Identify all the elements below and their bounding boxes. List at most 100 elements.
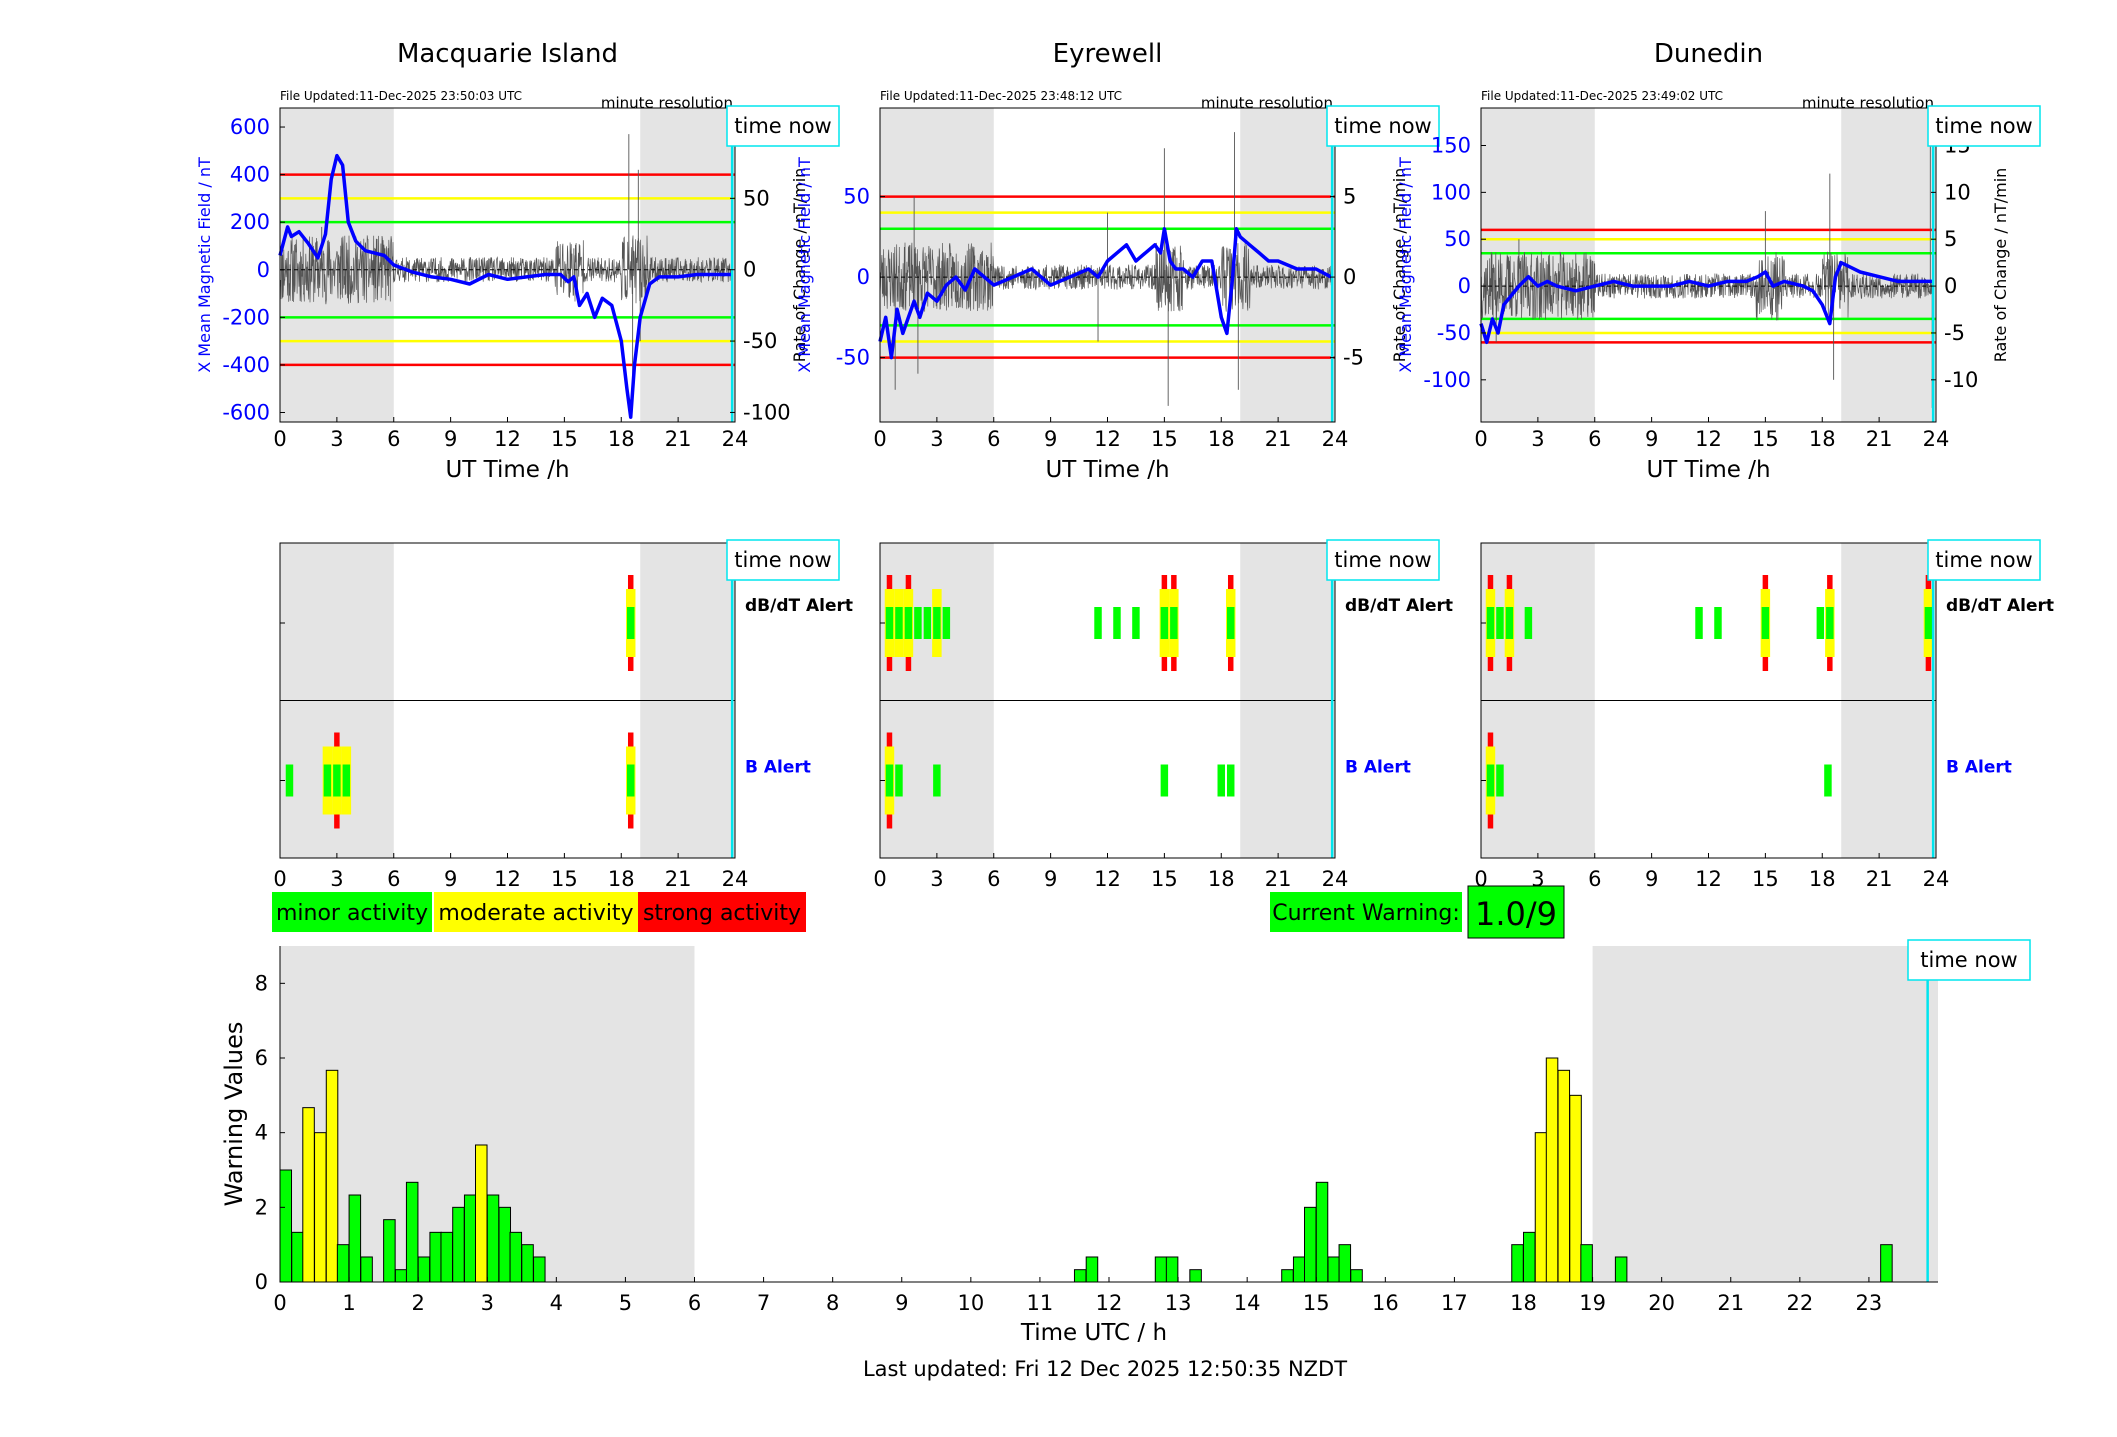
- time-now-label: time now: [1920, 948, 2017, 972]
- alert-minor-block: [626, 764, 635, 797]
- alert-minor-block: [1761, 607, 1770, 639]
- station-panel-1: Macquarie Island File Updated:11-Dec-2025…: [195, 39, 853, 891]
- warning-bar: [1614, 1256, 1628, 1283]
- time-now-box: [1927, 105, 2041, 147]
- b-alert-mark: [884, 732, 895, 829]
- left-axis-label: X Mean Magnetic Field / nT: [1396, 157, 1415, 373]
- warning-xtick-label: 3: [481, 1291, 494, 1315]
- warning-bar: [325, 1069, 339, 1283]
- alert-minor-block: [1226, 607, 1235, 639]
- warning-ytick-label: 6: [255, 1046, 268, 1070]
- dbdt-alert-mark: [1094, 607, 1102, 639]
- xtick-label: 18: [1809, 867, 1836, 891]
- warning-bar: [394, 1269, 408, 1283]
- station-title: Macquarie Island: [397, 39, 618, 69]
- warning-bar: [533, 1256, 546, 1283]
- xtick-label: 18: [608, 427, 635, 451]
- dbdt-alert-mark: [625, 575, 636, 671]
- b-alert-label: B Alert: [745, 758, 811, 778]
- alert-minor-block: [1714, 607, 1722, 639]
- xtick-label: 9: [444, 427, 457, 451]
- alert-plot: 0 3 6 9 12 15 18 21 24 dB/dT Alert B Alert time now: [873, 539, 1453, 891]
- alert-minor-block: [1924, 607, 1933, 639]
- xtick-label: 9: [444, 867, 457, 891]
- alert-minor-block: [1132, 607, 1140, 639]
- warning-bar: [521, 1244, 534, 1283]
- warning-bar: [1154, 1256, 1168, 1283]
- b-alert-mark: [1485, 732, 1496, 829]
- warning-bar: [1073, 1269, 1087, 1283]
- xtick-label: 18: [608, 867, 635, 891]
- b-alert-mark: [1160, 764, 1169, 797]
- warning-bar: [475, 1144, 488, 1283]
- xtick-label: 21: [665, 427, 692, 451]
- warning-xtick-label: 21: [1717, 1291, 1744, 1315]
- alert-minor-block: [1505, 607, 1514, 639]
- warning-bar: [1534, 1132, 1548, 1283]
- warning-xtick-label: 11: [1027, 1291, 1054, 1315]
- warning-xtick-label: 15: [1303, 1291, 1330, 1315]
- left-ytick-label: 400: [230, 163, 270, 187]
- xtick-label: 6: [987, 427, 1000, 451]
- warning-bar: [498, 1206, 512, 1283]
- warning-ytick-label: 8: [255, 971, 268, 995]
- warning-bar: [383, 1219, 396, 1283]
- left-ytick-label: 50: [1444, 227, 1471, 251]
- warning-bar: [302, 1107, 315, 1283]
- xtick-label: 21: [1265, 867, 1292, 891]
- dbdt-alert-mark: [1113, 607, 1121, 639]
- warning-bar: [279, 1169, 293, 1283]
- warning-xtick-label: 13: [1165, 1291, 1192, 1315]
- alert-plot: 0 3 6 9 12 15 18 21 24 dB/dT Alert B Alert time now: [1474, 539, 2054, 891]
- right-ytick-label: -5: [1343, 346, 1364, 370]
- xtick-label: 0: [273, 427, 286, 451]
- warning-bar: [1523, 1231, 1536, 1283]
- warning-xtick-label: 4: [550, 1291, 563, 1315]
- alert-minor-block: [1486, 764, 1495, 797]
- alert-minor-block: [342, 764, 351, 797]
- alert-minor-block: [1496, 607, 1504, 639]
- left-ytick-label: -200: [222, 305, 270, 329]
- file-updated: File Updated:11-Dec-2025 23:50:03 UTC: [280, 89, 522, 103]
- field-series-line: [278, 153, 732, 419]
- station-panels: Macquarie Island File Updated:11-Dec-2025…: [195, 39, 2054, 891]
- b-alert-mark: [1226, 764, 1235, 797]
- warning-bar: [1569, 1094, 1582, 1283]
- time-now-box: [1927, 539, 2041, 581]
- warning-bar: [336, 1244, 350, 1283]
- field-series-line: [878, 227, 1333, 360]
- xtick-label: 15: [1752, 867, 1779, 891]
- warning-xtick-label: 7: [757, 1291, 770, 1315]
- alert-minor-block: [1524, 607, 1533, 639]
- alert-minor-block: [895, 607, 903, 639]
- time-now-label: time now: [1935, 114, 2032, 138]
- b-alert-label: B Alert: [1345, 758, 1411, 778]
- xtick-label: 9: [1044, 867, 1057, 891]
- xtick-label: 18: [1208, 867, 1235, 891]
- legend-moderate-swatch: [434, 892, 638, 932]
- left-axis-label: X Mean Magnetic Field / nT: [795, 157, 814, 373]
- alert-minor-block: [1160, 607, 1169, 639]
- left-ytick-label: 150: [1431, 133, 1471, 157]
- right-ytick-label: 50: [743, 186, 770, 210]
- dbdt-alert-label: dB/dT Alert: [1946, 596, 2054, 616]
- time-now-label: time now: [1935, 548, 2032, 572]
- b-alert-label: B Alert: [1946, 758, 2012, 778]
- alert-minor-block: [1826, 607, 1834, 639]
- warning-xtick-label: 10: [957, 1291, 984, 1315]
- xtick-label: 9: [1044, 427, 1057, 451]
- alert-minor-block: [333, 764, 341, 797]
- warning-bar: [405, 1181, 419, 1283]
- alert-minor-block: [1816, 607, 1825, 639]
- right-axis-label: Rate of Change / nT/min: [1991, 168, 2010, 363]
- xtick-label: 24: [1322, 427, 1349, 451]
- xtick-label: 0: [1474, 427, 1487, 451]
- b-alert-mark: [332, 732, 342, 829]
- left-ytick-label: -600: [222, 400, 270, 424]
- alert-minor-block: [1094, 607, 1102, 639]
- alert-minor-block: [626, 607, 635, 639]
- legend-minor-swatch: [272, 892, 432, 932]
- dbdt-alert-label: dB/dT Alert: [745, 596, 853, 616]
- xtick-label: 12: [1094, 427, 1121, 451]
